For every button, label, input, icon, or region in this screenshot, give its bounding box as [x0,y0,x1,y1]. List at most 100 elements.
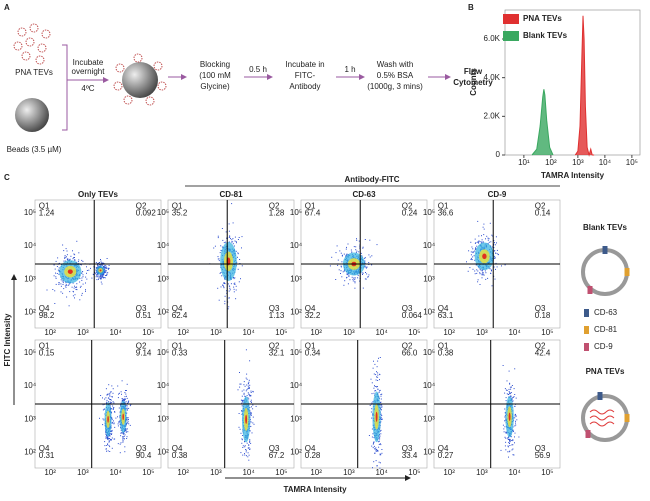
event-dot [515,424,517,426]
event-dot [248,398,250,400]
event-dot [66,259,68,261]
event-dot [355,246,357,248]
event-dot [376,366,378,368]
event-dot [224,283,226,285]
event-dot [63,260,65,262]
event-dot [505,400,507,402]
quadrant-value: 1.13 [269,311,285,320]
dot-plots: Antibody-FITC FITC Intensity TAMRA Intensi… [3,175,561,494]
event-dot [362,272,364,274]
event-dot [111,421,113,423]
event-dot [354,281,356,283]
event-dot [106,435,108,437]
event-dot [470,251,472,253]
event-dot [122,432,124,434]
event-dot [102,404,104,406]
event-dot [109,391,111,393]
event-dot [507,451,509,453]
event-dot [365,266,367,268]
event-dot [491,285,493,287]
event-dot [249,440,251,442]
event-dot [88,269,90,271]
event-dot [353,277,355,279]
y-tick-label: 10⁴ [423,241,436,250]
event-dot [109,435,111,437]
event-dot [502,424,504,426]
quadrant-value: 0.15 [39,349,55,358]
label: Wash with [377,60,414,69]
event-dot [104,277,106,279]
event-dot [250,413,252,415]
event-dot [55,272,56,274]
event-dot [490,272,492,274]
event-dot [66,256,67,258]
event-dot [60,283,62,285]
event-dot [374,390,376,392]
event-dot [233,283,235,285]
event-dot [241,247,242,249]
event-dot [107,272,109,274]
event-dot [227,283,229,285]
event-dot [121,380,123,382]
plot-frame [504,9,641,156]
event-dot [509,386,511,388]
event-dot [381,452,383,454]
x-tick-label: 10⁵ [408,468,420,477]
event-dot [474,259,476,261]
quadrant-name: Q2 [402,342,413,351]
event-dot [248,381,250,383]
event-dot [242,435,244,436]
event-dot [515,397,517,399]
event-dot [474,242,476,244]
event-dot [74,257,75,258]
event-dot [505,432,507,434]
event-dot [75,286,77,288]
event-dot [503,431,505,433]
event-dot [95,269,97,271]
label: FITC- [295,71,316,80]
event-dot [124,396,126,398]
event-dot [514,405,516,407]
event-dot [381,393,383,395]
event-dot [381,404,383,406]
event-dot [125,404,127,406]
event-dot [480,242,482,244]
event-dot [106,401,108,403]
event-dot [230,283,232,285]
event-dot [126,423,127,425]
event-dot [474,273,476,275]
event-dot [359,246,361,248]
event-dot [104,275,106,276]
event-dot [247,456,249,458]
event-dot [102,274,104,276]
event-dot [241,438,243,440]
event-dot [373,360,374,362]
event-dot [505,389,507,391]
event-dot [73,287,75,289]
event-dot [509,395,511,397]
y-tick-label: 10³ [423,274,435,283]
event-dot [345,254,347,256]
event-dot [107,268,109,270]
event-dot [249,441,251,443]
event-dot [504,426,506,428]
event-dot [228,306,230,308]
event-dot [346,276,348,278]
event-dot [371,382,373,384]
event-dot [346,273,348,275]
event-dot [341,261,343,263]
event-dot [226,292,228,294]
event-dot [78,252,80,254]
event-dot [72,250,73,252]
quadrant-value: 9.14 [136,349,152,358]
event-dot [123,435,125,437]
y-axis-label: Counts [469,68,478,96]
event-dot [474,250,476,252]
event-dot [509,441,511,443]
event-dot [372,443,374,445]
event-dot [104,270,106,272]
event-dot [81,272,83,274]
legend-label: CD-81 [594,325,618,334]
event-dot [251,401,252,403]
event-dot [375,450,377,452]
